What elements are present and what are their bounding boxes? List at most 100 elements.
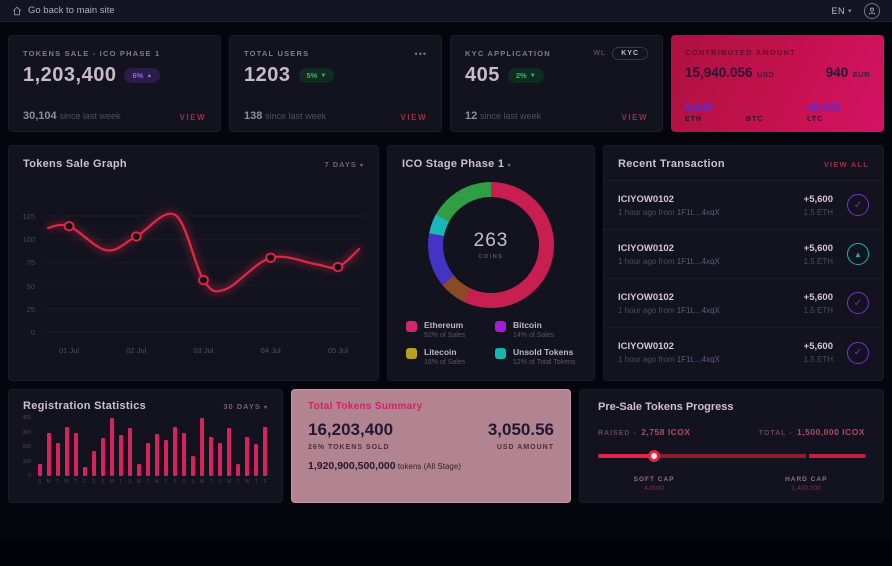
arrow-down-icon: ▼ [320,72,327,79]
bitcoin-swatch [495,321,506,332]
chevron-down-icon: ▾ [507,163,511,169]
trend-badge: 2% ▼ [507,68,544,83]
wl-toggle[interactable]: WL [593,50,607,57]
ico-donut: 263 COINS [428,182,554,308]
bar [53,418,62,476]
tokens-sold-value: 16,203,400 [308,420,394,439]
language-selector[interactable]: EN ▾ [831,6,852,16]
legend-ethereum: Ethereum 52% of Sales [406,320,491,339]
donut-center: 263 COINS [428,182,554,308]
slider-track [598,454,865,458]
raised-fill [598,454,655,458]
bar [71,418,80,476]
bar [80,418,89,476]
ico-stage-panel: ICO Stage Phase 1 ▾ 263 COINS Ethereum 52… [387,145,595,381]
ltc-contribution: 40.506 LTC [807,102,841,123]
ethereum-icon[interactable]: ▲ [847,243,869,265]
usd-value: 15,940.056 [685,65,753,80]
bar [234,418,243,476]
coins-value: 263 [473,230,509,251]
bar [89,418,98,476]
registration-statistics-panel: Registration Statistics 30 DAYS ▾ 400 300… [8,389,283,503]
hardcap-segment [809,454,865,458]
chevron-down-icon: ▾ [263,404,268,411]
since-value: 30,104 [23,110,57,122]
eur-unit: EUR [852,70,870,79]
recent-transactions-panel: Recent Transaction VIEW ALL ICIYOW0102 1… [603,145,884,381]
more-menu-icon[interactable]: ••• [414,48,427,59]
transaction-row[interactable]: ICIYOW0102 1 hour ago from 1F1t....4xqX … [604,279,883,328]
bar [261,418,270,476]
view-link[interactable]: VIEW [179,113,206,122]
total-tokens-summary-panel: Total Tokens Summary 16,203,400 26% TOKE… [291,389,571,503]
user-avatar[interactable] [864,2,880,19]
donut-legend: Ethereum 52% of Sales Bitcoin 14% of Sales… [388,308,594,366]
chevron-down-icon: ▾ [359,162,364,169]
back-to-main-site-link[interactable]: Go back to main site [12,5,115,16]
view-link[interactable]: VIEW [400,113,427,122]
language-label: EN [831,5,845,16]
since-value: 12 [465,110,478,122]
ico-stage-dropdown[interactable]: ICO Stage Phase 1 ▾ [402,158,511,170]
bar [107,418,116,476]
line-chart: 0 25 50 75 100 125 [22,192,364,342]
card-label: KYC APPLICATION [465,49,551,58]
range-dropdown[interactable]: 7 DAYS ▾ [324,159,364,169]
since-value: 138 [244,110,263,122]
since-label: since last week [59,111,121,121]
bar [62,418,71,476]
total-label: TOTAL - [758,430,793,437]
total-value: 1,500,000 ICOX [797,427,865,437]
x-axis-labels: 01 Jul 02 Jul 03 Jul 04 Jul 05 Jul [59,346,348,355]
bar [44,418,53,476]
bar [98,418,107,476]
card-label: TOTAL USERS [244,49,310,58]
litecoin-swatch [406,348,417,359]
legend-bitcoin: Bitcoin 14% of Sales [495,320,580,339]
raised-value: 2,758 ICOX [641,427,691,437]
total-users-value: 1203 [244,64,291,86]
bar [35,418,44,476]
bar [152,418,161,476]
hard-cap-marker: HARD CAP 1,400,000 [785,476,828,492]
chevron-down-icon: ▾ [847,7,852,15]
panel-title: Pre-Sale Tokens Progress [598,401,734,413]
stat-cards-row: TOKENS SALE - ICO PHASE 1 1,203,400 6% ▲ … [8,35,884,132]
bar [207,418,216,476]
back-label: Go back to main site [28,5,115,16]
bottom-strip [0,540,892,566]
arrow-down-icon: ▼ [529,72,536,79]
bar-chart: 400 300 200 100 0 [23,415,270,479]
usd-unit: USD [757,70,775,79]
kyc-toggle[interactable]: KYC [612,47,648,60]
bar [125,418,134,476]
view-all-link[interactable]: VIEW ALL [823,159,869,169]
bar [216,418,225,476]
status-check-icon[interactable]: ✓ [847,194,869,216]
slider-handle[interactable] [648,450,661,462]
panel-title: Tokens Sale Graph [23,158,127,170]
transaction-row[interactable]: ICIYOW0102 1 hour ago from 1F1t....4xqX … [604,230,883,279]
eur-value: 940 [825,65,849,80]
kyc-value: 405 [465,64,500,86]
card-total-users: TOTAL USERS ••• 1203 5% ▼ 138 since last … [229,35,442,132]
card-label: CONTRIBUTED AMOUNT [685,48,796,57]
transaction-row[interactable]: ICIYOW0102 1 hour ago from 1F1t....4xqX … [604,181,883,230]
status-check-icon[interactable]: ✓ [847,341,869,364]
status-check-icon[interactable]: ✓ [847,292,869,314]
range-dropdown[interactable]: 30 DAYS ▾ [223,401,268,411]
bar [143,418,152,476]
view-link[interactable]: VIEW [621,113,648,122]
arrow-up-icon: ▲ [146,72,153,79]
card-label: TOKENS SALE - ICO PHASE 1 [23,49,161,58]
usd-amount-value: 3,050.56 [487,420,554,439]
ethereum-swatch [406,321,417,332]
home-icon [12,6,22,15]
transaction-row[interactable]: ICIYOW0102 1 hour ago from 1F1t....4xqX … [604,328,883,377]
panel-title: Recent Transaction [618,158,725,170]
topbar: Go back to main site EN ▾ [0,0,892,22]
usd-amount-label: USD AMOUNT [496,444,554,451]
user-icon [868,7,876,15]
